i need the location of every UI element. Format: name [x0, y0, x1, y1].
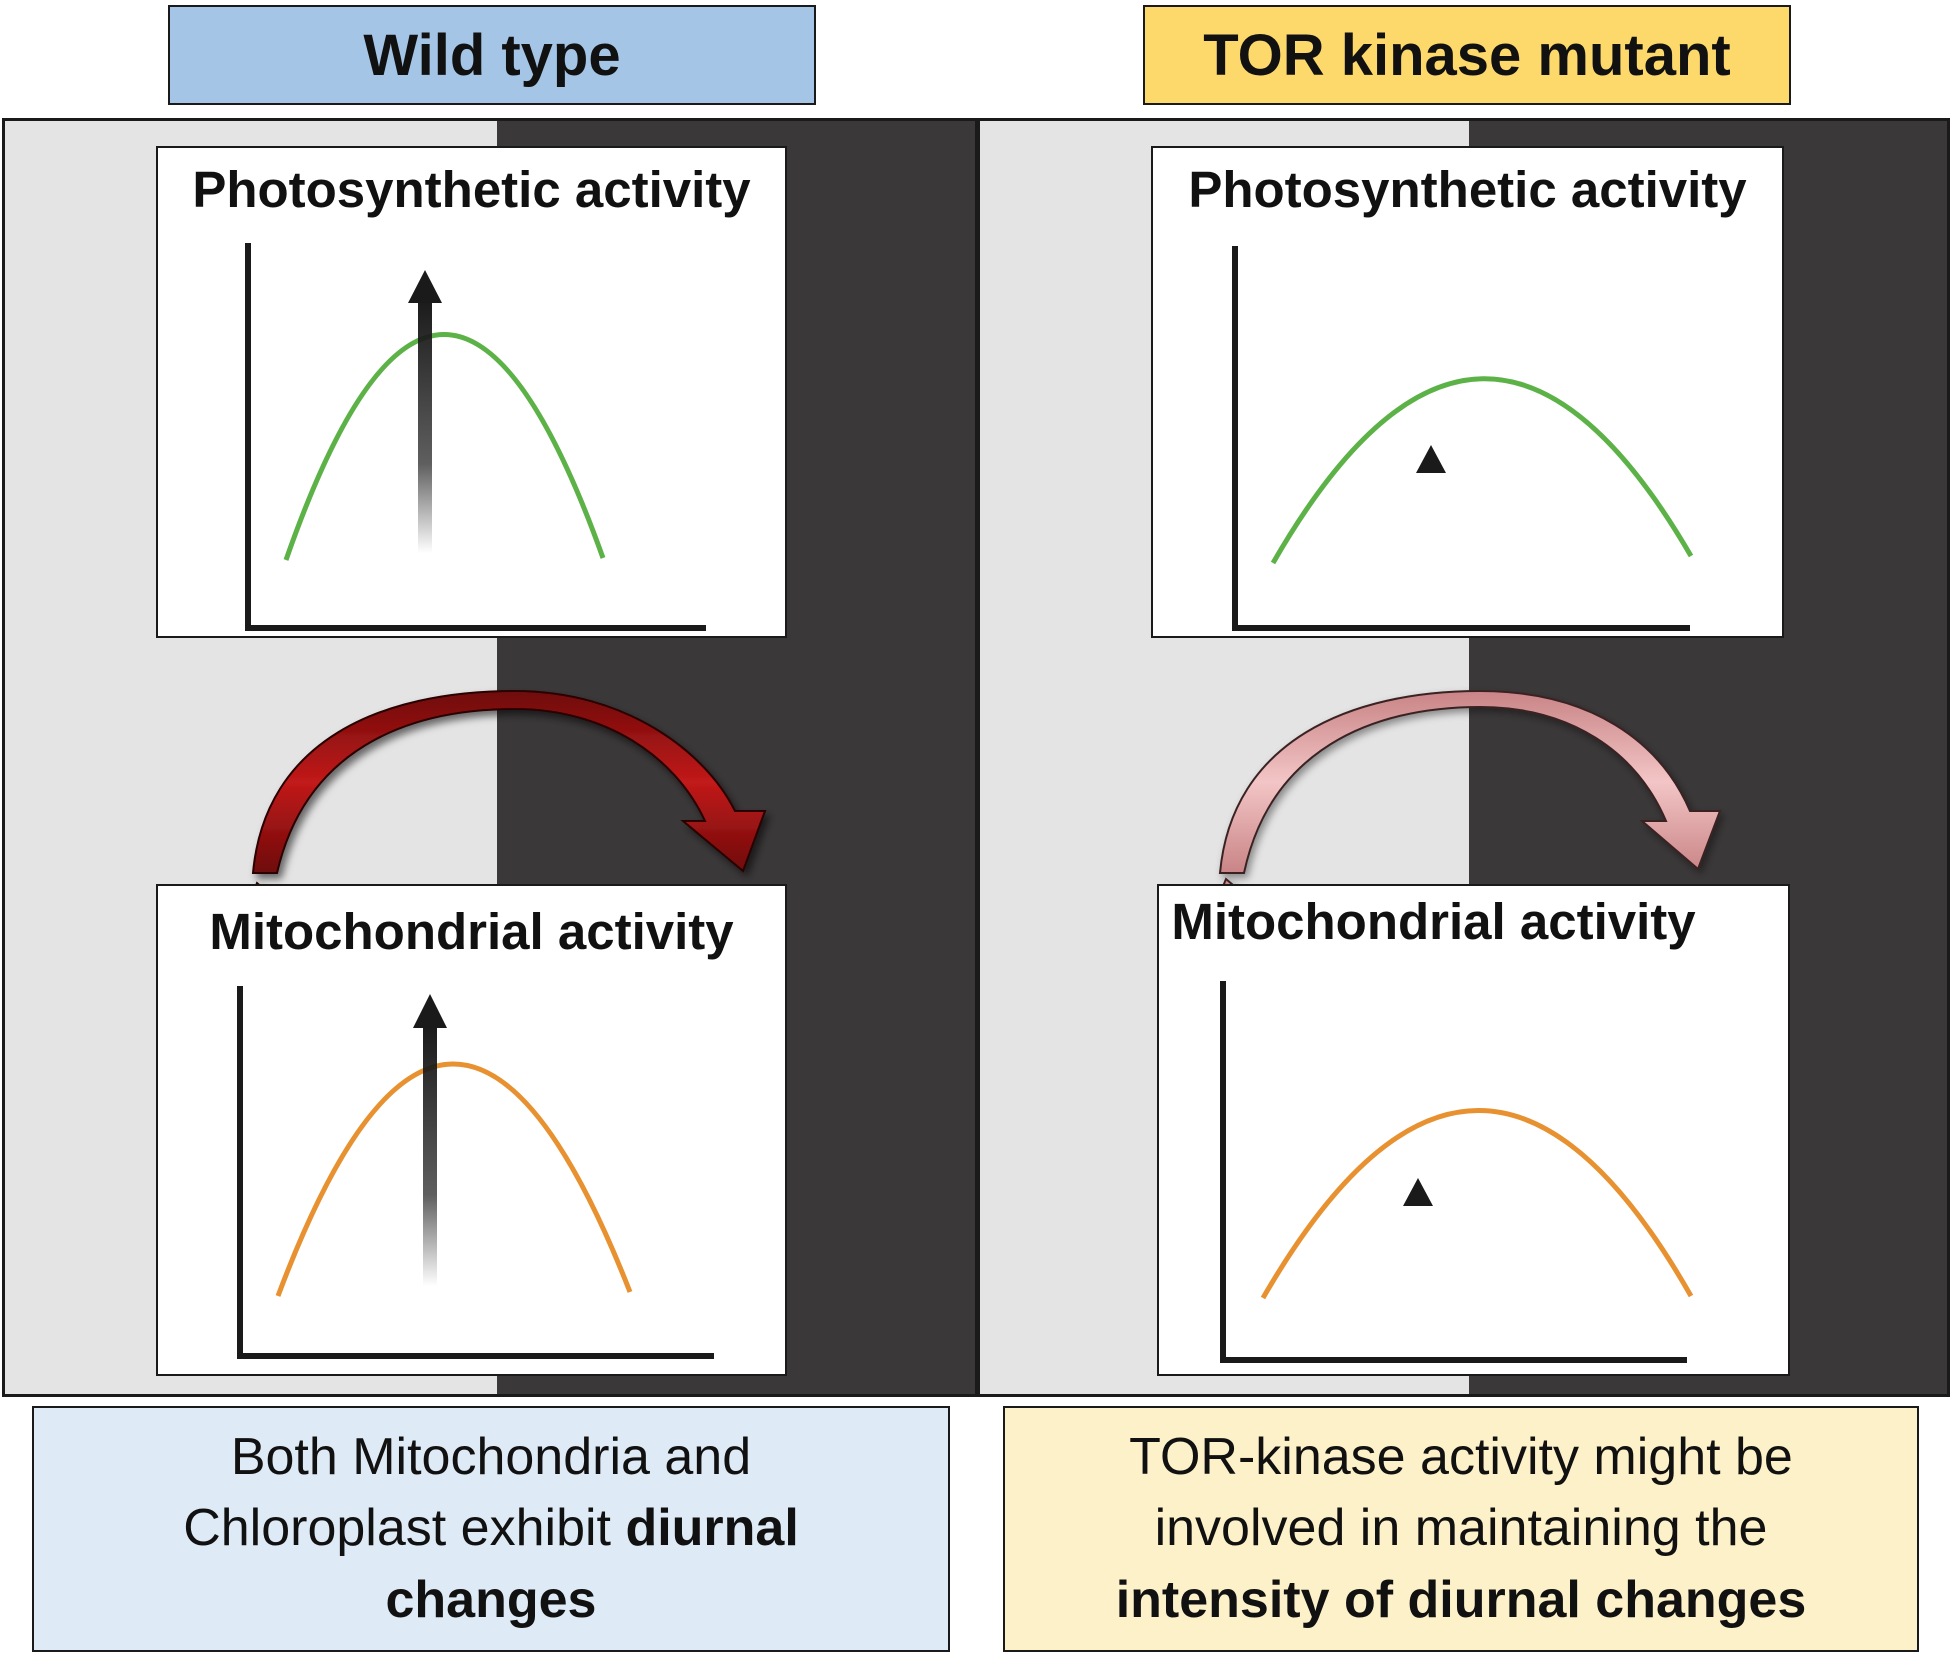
wild-type-header-label: Wild type — [363, 22, 621, 88]
tor-mutant-header-label: TOR kinase mutant — [1203, 22, 1731, 88]
small-triangle-icon — [1416, 445, 1446, 473]
photosynthetic-curve — [283, 332, 606, 561]
chart-graphic — [237, 986, 714, 1359]
arrow-head — [413, 994, 447, 1028]
arrow-head — [408, 270, 442, 303]
photosynthetic-curve — [1270, 376, 1694, 565]
wt-photosynthetic-chart: Photosynthetic activity — [156, 146, 787, 638]
chart-graphic — [1220, 981, 1694, 1363]
chart-title: Photosynthetic activity — [1188, 161, 1747, 218]
wild-type-panel: Photosynthetic activity Mitochondrial ac… — [2, 118, 978, 1397]
long-gradient-arrow-icon — [418, 298, 432, 553]
mitochondrial-curve — [275, 1061, 633, 1297]
caption-line-2: involved in maintaining the — [1154, 1499, 1768, 1558]
chart-title: Photosynthetic activity — [192, 161, 751, 218]
tor-mutant-header: TOR kinase mutant — [1143, 5, 1791, 105]
mitochondrial-curve — [1260, 1108, 1694, 1300]
caption-line-2: Chloroplast exhibit diurnal — [183, 1499, 799, 1558]
chart-graphic — [1232, 246, 1694, 631]
mut-photosynthetic-chart: Photosynthetic activity — [1151, 146, 1784, 638]
caption-line-1: Both Mitochondria and — [230, 1428, 752, 1487]
caption-line-1: TOR-kinase activity might be — [1129, 1428, 1793, 1487]
wild-type-caption: Both Mitochondria and Chloroplast exhibi… — [32, 1406, 950, 1652]
caption-line-3: intensity of diurnal changes — [1115, 1570, 1807, 1629]
caption-line-3: changes — [385, 1570, 597, 1629]
tor-mutant-caption: TOR-kinase activity might be involved in… — [1003, 1406, 1919, 1652]
wild-type-header: Wild type — [168, 5, 816, 105]
cycle-arrow-top — [251, 689, 767, 874]
mut-mitochondrial-chart: Mitochondrial activity — [1157, 884, 1790, 1376]
wt-mitochondrial-chart: Mitochondrial activity — [156, 884, 787, 1376]
chart-title: Mitochondrial activity — [1171, 893, 1696, 950]
chart-graphic — [245, 243, 706, 631]
chart-title: Mitochondrial activity — [209, 903, 734, 960]
long-gradient-arrow-icon — [423, 1026, 437, 1286]
tor-mutant-panel: Photosynthetic activity Mitochondrial ac… — [977, 118, 1950, 1397]
small-triangle-icon — [1403, 1178, 1433, 1206]
cycle-arrow-top — [1218, 689, 1722, 874]
